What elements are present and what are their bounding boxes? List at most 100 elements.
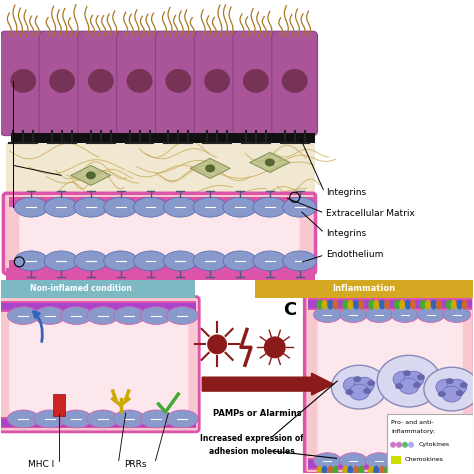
Ellipse shape [346,389,353,395]
Ellipse shape [44,251,78,271]
Ellipse shape [87,307,118,325]
Ellipse shape [223,197,257,217]
Ellipse shape [317,465,322,474]
Ellipse shape [425,465,431,474]
Ellipse shape [358,465,364,474]
Ellipse shape [443,453,471,469]
Ellipse shape [404,371,424,387]
Ellipse shape [313,453,341,469]
Ellipse shape [405,300,411,310]
Ellipse shape [283,251,317,271]
Ellipse shape [313,307,341,322]
Ellipse shape [349,384,369,400]
Ellipse shape [384,465,390,474]
Text: Pro- and anti-: Pro- and anti- [391,420,434,425]
Ellipse shape [332,465,338,474]
Text: inflammatory:: inflammatory: [391,429,435,434]
Ellipse shape [140,410,172,428]
Ellipse shape [405,465,411,474]
Ellipse shape [457,300,463,310]
Ellipse shape [282,69,308,93]
Ellipse shape [436,379,456,395]
Ellipse shape [347,465,353,474]
Ellipse shape [347,300,353,310]
FancyBboxPatch shape [39,31,85,136]
Bar [308,458,472,470]
FancyBboxPatch shape [0,297,199,432]
Ellipse shape [367,380,375,386]
Text: C: C [283,301,296,319]
Ellipse shape [164,197,197,217]
Bar [391,456,401,464]
Bar [308,300,472,308]
Bar [53,394,65,416]
Ellipse shape [342,300,348,310]
Text: Increased expression of: Increased expression of [200,434,304,443]
Ellipse shape [283,197,317,217]
Polygon shape [190,158,230,178]
Ellipse shape [339,453,367,469]
Bar [9,260,315,270]
FancyBboxPatch shape [117,31,163,136]
FancyBboxPatch shape [233,31,279,136]
FancyArrow shape [202,373,333,395]
Bar [6,268,315,280]
Bar [255,280,473,298]
Ellipse shape [253,251,287,271]
Ellipse shape [462,300,468,310]
Ellipse shape [417,307,445,322]
Ellipse shape [384,300,390,310]
Ellipse shape [431,465,437,474]
Ellipse shape [321,300,328,310]
Ellipse shape [87,410,118,428]
Ellipse shape [438,391,446,397]
Bar [308,298,472,310]
Ellipse shape [391,307,419,322]
Text: Integrins: Integrins [327,228,366,237]
Ellipse shape [457,465,463,474]
FancyBboxPatch shape [9,310,188,418]
Ellipse shape [243,69,269,93]
Text: PRRs: PRRs [124,460,147,469]
FancyBboxPatch shape [155,31,201,136]
Ellipse shape [420,465,426,474]
FancyBboxPatch shape [0,31,46,136]
Ellipse shape [368,300,374,310]
Ellipse shape [127,69,153,93]
Ellipse shape [104,251,137,271]
Ellipse shape [460,382,468,388]
Text: Endothelium: Endothelium [327,250,384,259]
Bar [308,460,472,468]
Ellipse shape [403,370,411,376]
Ellipse shape [74,251,108,271]
FancyBboxPatch shape [194,31,240,136]
Ellipse shape [408,442,414,448]
FancyBboxPatch shape [19,205,300,261]
FancyBboxPatch shape [3,193,316,274]
Bar [1,419,196,427]
Ellipse shape [343,377,363,393]
Bar [9,197,315,207]
Ellipse shape [8,410,39,428]
Ellipse shape [379,300,385,310]
Ellipse shape [8,307,39,325]
Ellipse shape [205,164,215,173]
Ellipse shape [373,465,379,474]
Bar [11,133,315,143]
Ellipse shape [353,300,359,310]
Ellipse shape [165,69,191,93]
Text: Inflammation: Inflammation [333,284,396,293]
Ellipse shape [399,378,419,394]
Ellipse shape [391,453,419,469]
Ellipse shape [394,465,400,474]
Ellipse shape [425,300,431,310]
Ellipse shape [264,337,286,358]
Ellipse shape [193,251,227,271]
Ellipse shape [410,300,416,310]
Ellipse shape [140,307,172,325]
Ellipse shape [424,367,474,411]
Ellipse shape [443,307,471,322]
FancyBboxPatch shape [305,294,474,474]
Ellipse shape [60,410,92,428]
Ellipse shape [402,442,408,448]
